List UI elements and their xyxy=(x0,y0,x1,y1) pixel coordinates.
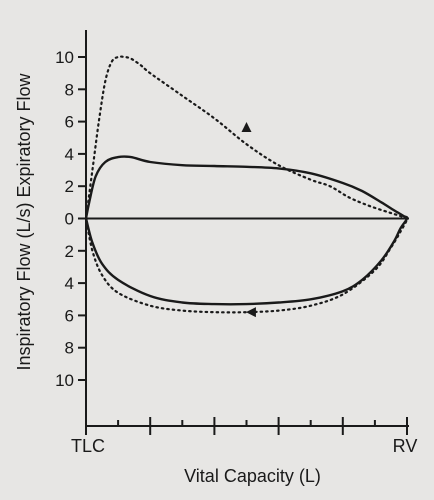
y-tick-label: 4 xyxy=(65,145,74,164)
arrow-markers xyxy=(241,122,256,318)
y-tick-label: 8 xyxy=(65,80,74,99)
y-tick-label: 4 xyxy=(65,274,74,293)
x-axis-title: Vital Capacity (L) xyxy=(184,466,321,486)
y-tick-label: 6 xyxy=(65,113,74,132)
x-end-label-tlc: TLC xyxy=(71,436,105,456)
y-tick-label: 8 xyxy=(65,339,74,358)
x-end-label-rv: RV xyxy=(393,436,418,456)
y-axis-ticks: 10 8 6 4 2 0 2 4 6 8 10 xyxy=(55,48,86,390)
dotted-loop-series xyxy=(84,55,409,314)
y-tick-label: 0 xyxy=(65,210,74,229)
y-axis-title: Inspiratory Flow (L/s) Expiratory Flow xyxy=(14,72,34,370)
y-tick-label: 2 xyxy=(65,242,74,261)
y-tick-label: 10 xyxy=(55,48,74,67)
series-group xyxy=(84,55,409,314)
direction-arrow xyxy=(241,122,252,133)
solid-loop-series xyxy=(84,155,409,306)
direction-arrow xyxy=(245,307,256,318)
y-tick-label: 6 xyxy=(65,306,74,325)
y-tick-label: 10 xyxy=(55,371,74,390)
y-tick-label: 2 xyxy=(65,177,74,196)
